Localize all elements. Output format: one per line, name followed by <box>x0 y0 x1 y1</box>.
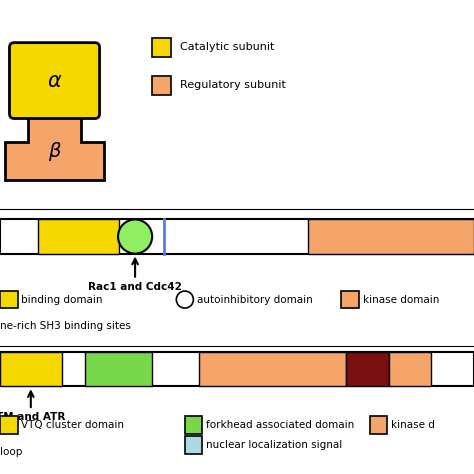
Bar <box>38 219 118 254</box>
Bar <box>152 76 171 95</box>
Bar <box>308 219 474 254</box>
Text: ne-rich SH3 binding sites: ne-rich SH3 binding sites <box>0 321 131 331</box>
Text: nuclear localization signal: nuclear localization signal <box>206 440 342 450</box>
Text: Rac1 and Cdc42: Rac1 and Cdc42 <box>88 282 182 292</box>
Bar <box>85 352 152 386</box>
Text: Regulatory subunit: Regulatory subunit <box>180 80 286 91</box>
Bar <box>185 436 202 454</box>
Text: kinase domain: kinase domain <box>363 294 439 305</box>
Text: forkhead associated domain: forkhead associated domain <box>206 420 355 430</box>
Bar <box>0 352 474 386</box>
Text: loop: loop <box>0 447 22 457</box>
Bar <box>346 352 389 386</box>
Polygon shape <box>5 114 104 180</box>
Bar <box>152 38 171 57</box>
Text: VTQ cluster domain: VTQ cluster domain <box>21 420 124 430</box>
Bar <box>0 416 18 434</box>
Bar <box>341 291 359 308</box>
Text: kinase d: kinase d <box>391 420 435 430</box>
Bar <box>0 219 474 254</box>
Text: $\beta$: $\beta$ <box>47 140 62 163</box>
FancyBboxPatch shape <box>9 43 100 118</box>
Circle shape <box>176 291 193 308</box>
Bar <box>389 352 431 386</box>
Text: $\alpha$: $\alpha$ <box>47 71 62 91</box>
Text: TM and ATR: TM and ATR <box>0 412 65 422</box>
Bar <box>185 416 202 434</box>
Bar <box>370 416 387 434</box>
Circle shape <box>118 219 152 254</box>
Text: autoinhibitory domain: autoinhibitory domain <box>197 294 312 305</box>
Text: binding domain: binding domain <box>21 294 103 305</box>
Bar <box>0 352 62 386</box>
Text: Catalytic subunit: Catalytic subunit <box>180 42 274 53</box>
Bar <box>0 291 18 308</box>
Bar <box>199 352 346 386</box>
